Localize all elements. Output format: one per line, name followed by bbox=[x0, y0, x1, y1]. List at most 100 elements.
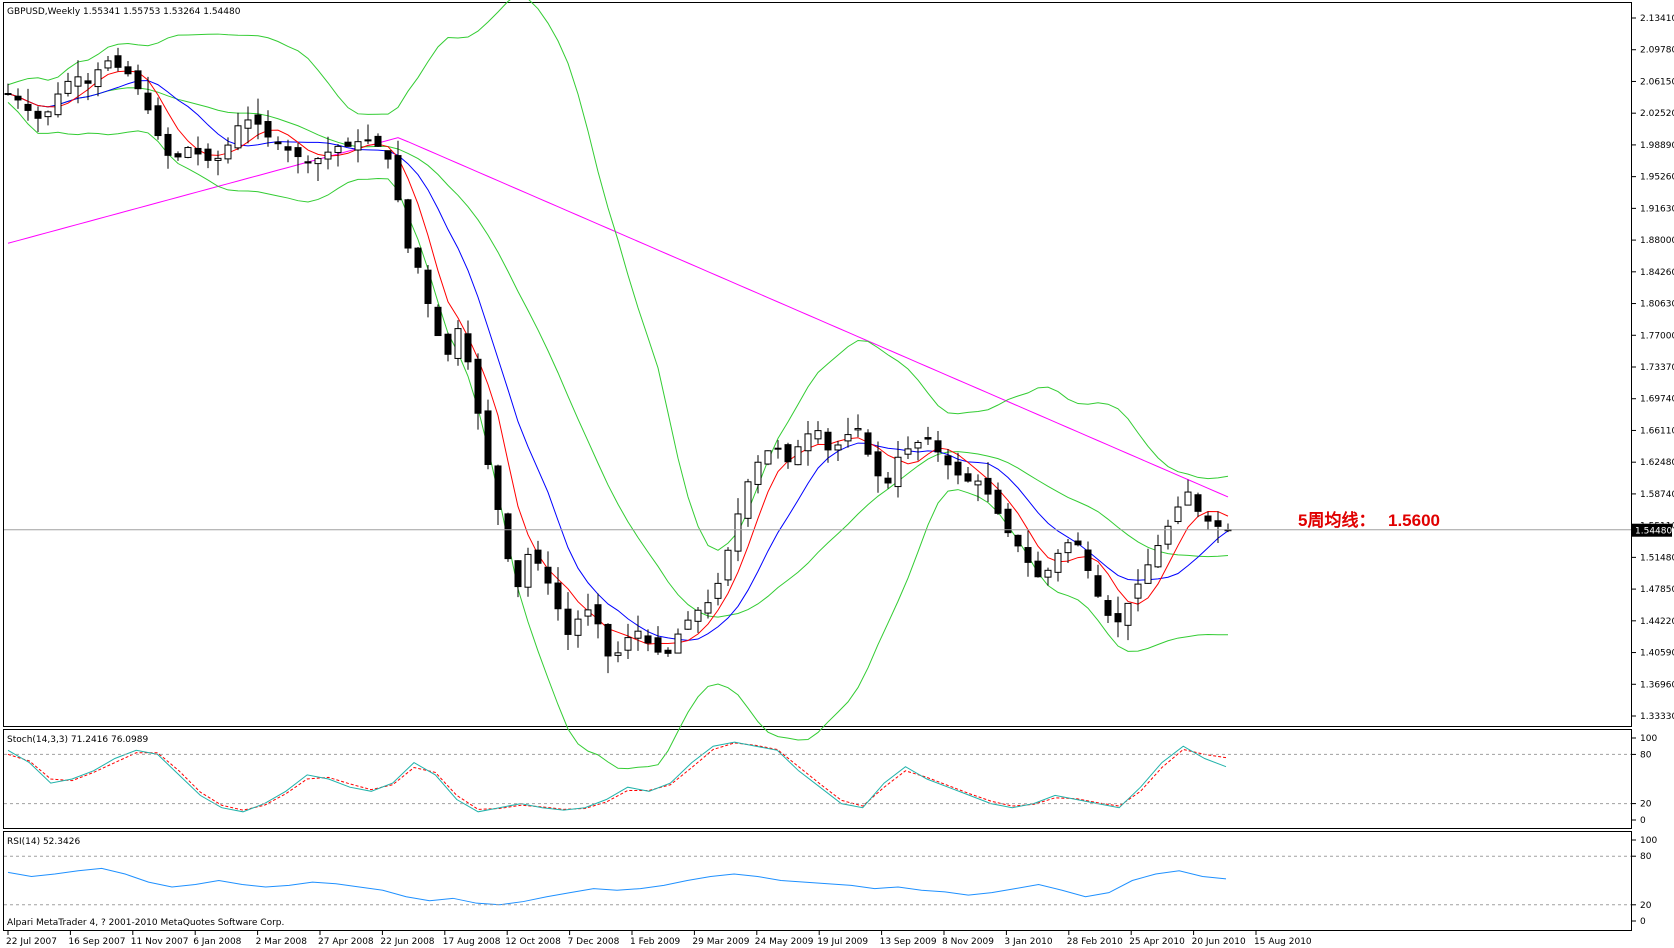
candle bbox=[764, 450, 772, 466]
candle bbox=[834, 440, 842, 462]
candle bbox=[294, 142, 302, 174]
candle-body-up bbox=[794, 446, 802, 466]
candle-body-up bbox=[834, 444, 842, 451]
candle bbox=[14, 88, 22, 109]
candle-body-down bbox=[164, 133, 172, 156]
candle bbox=[814, 421, 822, 444]
candle bbox=[254, 98, 262, 140]
x-tick-label: 3 Jan 2010 bbox=[1004, 937, 1052, 947]
candle-body-down bbox=[344, 141, 352, 147]
candle bbox=[304, 155, 312, 174]
x-tick-label: 1 Feb 2009 bbox=[630, 937, 681, 947]
candle-body-down bbox=[154, 105, 162, 137]
candle bbox=[124, 61, 132, 77]
candle bbox=[424, 264, 432, 318]
candle bbox=[494, 464, 502, 525]
candle bbox=[464, 320, 472, 370]
candle bbox=[164, 127, 172, 169]
candle bbox=[1074, 532, 1082, 547]
candle-body-up bbox=[904, 448, 912, 455]
candle-body-up bbox=[214, 157, 222, 161]
candle-body-down bbox=[264, 121, 272, 138]
stoch-plot-frame[interactable] bbox=[3, 729, 1632, 829]
candle bbox=[1144, 548, 1152, 584]
indicator-tick-label: 100 bbox=[1640, 734, 1657, 744]
candle bbox=[1214, 511, 1222, 543]
stoch-series-layer bbox=[7, 741, 1227, 813]
price-tag-box bbox=[1632, 523, 1672, 537]
candle bbox=[794, 439, 802, 466]
x-tick-label: 2 Mar 2008 bbox=[256, 937, 308, 947]
price-tick-label: 2.09780 bbox=[1640, 46, 1674, 56]
candle-body-down bbox=[964, 473, 972, 482]
candle-body-down bbox=[304, 161, 312, 164]
x-tick-label: 22 Jun 2008 bbox=[380, 937, 434, 947]
candle bbox=[904, 436, 912, 460]
indicator-tick-label: 0 bbox=[1640, 917, 1646, 927]
main-plot-frame[interactable] bbox=[3, 2, 1632, 727]
candle-body-up bbox=[234, 125, 242, 149]
candle bbox=[514, 560, 522, 598]
candle-body-up bbox=[714, 582, 722, 599]
current-price-tag: 1.54480 bbox=[1632, 523, 1672, 537]
candle-body-up bbox=[814, 430, 822, 440]
candle bbox=[154, 97, 162, 140]
candle-body-up bbox=[524, 553, 532, 588]
rsi-y-axis: 100 80 20 0 bbox=[4, 836, 1657, 927]
price-tick-label: 1.36960 bbox=[1640, 680, 1674, 690]
candle bbox=[474, 353, 482, 430]
candle-body-up bbox=[584, 609, 592, 617]
candle bbox=[714, 572, 722, 606]
candle bbox=[634, 615, 642, 651]
candle bbox=[134, 64, 142, 95]
candle bbox=[724, 547, 732, 586]
candle-body-down bbox=[594, 604, 602, 625]
stoch-main-line bbox=[7, 741, 1227, 813]
candle bbox=[74, 60, 82, 104]
candle bbox=[174, 151, 182, 161]
candle-body-up bbox=[804, 433, 812, 452]
candle-body-up bbox=[364, 139, 372, 142]
time-x-axis: 22 Jul 2007 16 Sep 2007 11 Nov 2007 6 Jan 2… bbox=[6, 931, 1312, 947]
rsi-plot-frame[interactable] bbox=[3, 831, 1632, 931]
candle-body-down bbox=[874, 451, 882, 477]
candle bbox=[204, 143, 212, 169]
candle-body-down bbox=[404, 199, 412, 249]
candle-body-up bbox=[74, 76, 82, 87]
candle-body-down bbox=[134, 70, 142, 90]
candle-body-down bbox=[954, 461, 962, 476]
candle bbox=[524, 547, 532, 597]
candle bbox=[334, 144, 342, 167]
candle-body-down bbox=[1104, 600, 1112, 616]
candle bbox=[1134, 569, 1142, 612]
candle-body-down bbox=[534, 549, 542, 564]
candle-body-down bbox=[604, 623, 612, 657]
candle-body-up bbox=[44, 111, 52, 118]
candle-body-up bbox=[854, 428, 862, 431]
x-tick-label: 25 Apr 2010 bbox=[1129, 937, 1185, 947]
candle bbox=[404, 198, 412, 253]
candle-body-down bbox=[1034, 560, 1042, 578]
candle bbox=[754, 455, 762, 494]
candle bbox=[364, 124, 372, 145]
candle bbox=[684, 611, 692, 630]
price-tick-label: 1.73370 bbox=[1640, 363, 1674, 373]
candle-body-up bbox=[54, 93, 62, 116]
stoch-panel-label: Stoch(14,3,3) 71.2416 76.0989 bbox=[7, 735, 148, 745]
candle-body-up bbox=[454, 328, 462, 359]
candle bbox=[774, 440, 782, 459]
candle-body-down bbox=[14, 95, 22, 101]
candle bbox=[444, 332, 452, 362]
price-tick-label: 1.62480 bbox=[1640, 458, 1674, 468]
price-tick-label: 1.77000 bbox=[1640, 331, 1674, 341]
candle bbox=[434, 304, 442, 337]
price-tick-label: 2.06150 bbox=[1640, 77, 1674, 87]
candle-body-down bbox=[984, 477, 992, 495]
candle-body-up bbox=[1064, 542, 1072, 554]
candle bbox=[874, 441, 882, 493]
candle bbox=[584, 593, 592, 626]
candle bbox=[1104, 595, 1112, 623]
candle-body-down bbox=[944, 455, 952, 466]
x-tick-label: 13 Sep 2009 bbox=[880, 937, 937, 947]
candle-body-up bbox=[1154, 545, 1162, 568]
